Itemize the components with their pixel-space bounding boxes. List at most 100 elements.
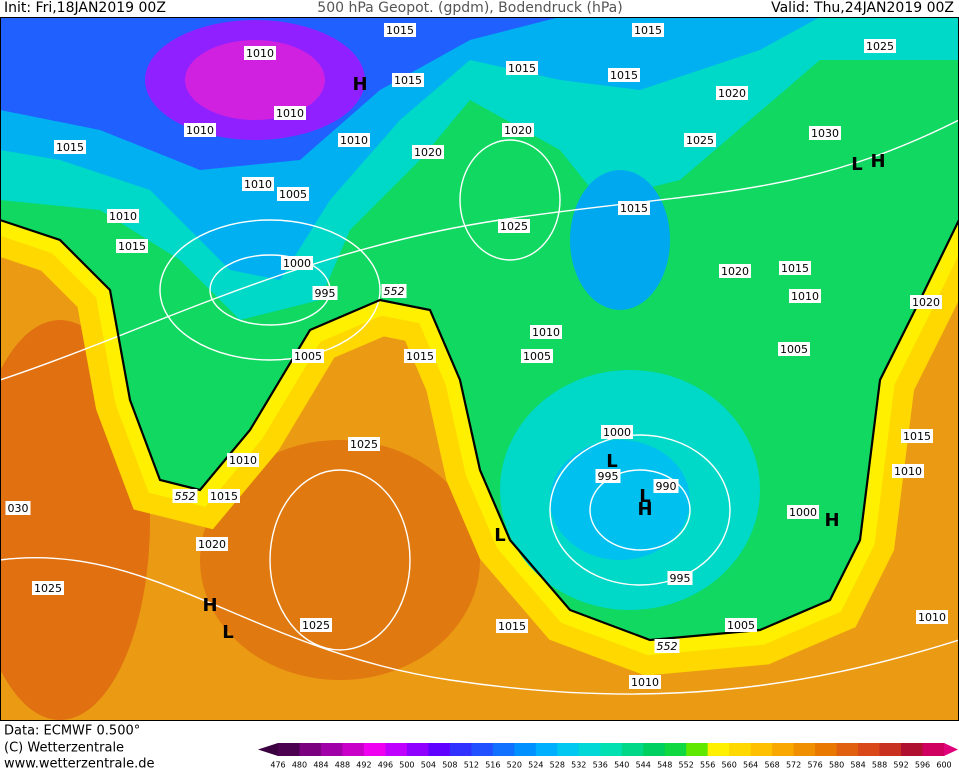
- isobar-label: 552: [657, 640, 678, 653]
- colorbar: 476 480 484 488 492 496 500 504 508 512 516 520 524 5…: [258, 743, 958, 770]
- labels: 1015 1015 1025 1010 1015 1015 1015 H 1020 1010 101…: [5, 23, 948, 689]
- label-box: [244, 46, 276, 60]
- colorbar-swatch: [772, 743, 795, 756]
- pressure-center: H: [824, 510, 839, 531]
- label-box: [348, 437, 380, 451]
- isobar-label: 1015: [386, 24, 414, 37]
- label-box: [312, 286, 338, 300]
- init-time: Init: Fri,18JAN2019 00Z: [4, 0, 166, 16]
- isobar-label: 1020: [414, 146, 442, 159]
- isobar-label: 995: [315, 287, 336, 300]
- pressure-center: L: [606, 451, 617, 472]
- isobar-label: 1015: [610, 69, 638, 82]
- map-field: [0, 17, 959, 720]
- isobar-label: 1025: [866, 40, 894, 53]
- colorbar-swatch: [428, 743, 451, 756]
- colorbar-tick-label: 588: [872, 761, 887, 770]
- isobar-label: 1020: [912, 296, 940, 309]
- label-box: [404, 349, 436, 363]
- label-box: [412, 145, 444, 159]
- isobar-label: 030: [8, 502, 29, 515]
- label-box: [716, 86, 748, 100]
- colorbar-tick-label: 512: [464, 761, 479, 770]
- label-box: [107, 209, 139, 223]
- label-box: [653, 479, 679, 493]
- label-box: [54, 140, 86, 154]
- colorbar-tick-label: 540: [614, 761, 629, 770]
- label-box: [242, 177, 274, 191]
- label-box: [779, 261, 811, 275]
- colorbar-swatch: [471, 743, 494, 756]
- label-box: [719, 264, 751, 278]
- label-box: [381, 284, 407, 298]
- colorbar-swatch: [299, 743, 322, 756]
- label-box: [629, 675, 661, 689]
- label-box: [916, 610, 948, 624]
- label-box: [684, 133, 716, 147]
- isobar-label: 1025: [686, 134, 714, 147]
- isobar-label: 1015: [781, 262, 809, 275]
- colorbar-swatch: [342, 743, 365, 756]
- label-box: [277, 187, 309, 201]
- isobar-label: 990: [656, 480, 677, 493]
- label-box: [116, 239, 148, 253]
- colorbar-swatch: [793, 743, 816, 756]
- isobar-label: 1010: [631, 676, 659, 689]
- pressure-center: H: [352, 74, 367, 95]
- colorbar-swatch: [557, 743, 580, 756]
- colorbar-tick-label: 548: [657, 761, 672, 770]
- isobar-label: 1015: [508, 62, 536, 75]
- label-box: [32, 581, 64, 595]
- label-box: [601, 425, 633, 439]
- isobar-label: 995: [598, 470, 619, 483]
- isobar-label: 1025: [500, 220, 528, 233]
- colorbar-swatch: [578, 743, 601, 756]
- isobar-label: 1020: [504, 124, 532, 137]
- isobar-label: 1010: [246, 47, 274, 60]
- isobar-label: 1015: [406, 350, 434, 363]
- colorbar-tick-label: 476: [270, 761, 285, 770]
- colorbar-tick-label: 496: [378, 761, 393, 770]
- isobar-label: 1025: [350, 438, 378, 451]
- label-box: [502, 123, 534, 137]
- isobar-label: 1010: [918, 611, 946, 624]
- colorbar-tick-label: 520: [507, 761, 522, 770]
- colorbar-tick-label: 504: [421, 761, 436, 770]
- label-box: [725, 618, 757, 632]
- colorbar-tick-label: 572: [786, 761, 801, 770]
- colorbar-tick-label: 544: [636, 761, 651, 770]
- isobar-label: 1015: [634, 24, 662, 37]
- colorbar-end: [258, 743, 278, 756]
- label-box: [292, 349, 324, 363]
- isobar-label: 1015: [210, 490, 238, 503]
- isobar-label: 995: [670, 572, 691, 585]
- label-box: [300, 618, 332, 632]
- label-box: [910, 295, 942, 309]
- colorbar-swatch: [320, 743, 343, 756]
- isobar-label: 1015: [394, 74, 422, 87]
- label-box: [864, 39, 896, 53]
- colorbar-swatch: [707, 743, 730, 756]
- pressure-center: L: [639, 486, 650, 507]
- isobar-label: 552: [175, 490, 196, 503]
- isobar-label: 1025: [34, 582, 62, 595]
- colorbar-tick-label: 592: [893, 761, 908, 770]
- colorbar-tick-label: 556: [700, 761, 715, 770]
- isobar-label: 1005: [780, 343, 808, 356]
- colorbar-tick-label: 576: [807, 761, 822, 770]
- colorbar-tick-label: 508: [442, 761, 457, 770]
- label-box: [787, 505, 819, 519]
- colorbar-tick-label: 500: [399, 761, 414, 770]
- label-box: [227, 453, 259, 467]
- isobar-label: 1010: [186, 124, 214, 137]
- isobar-label: 1010: [109, 210, 137, 223]
- label-box: [384, 23, 416, 37]
- colorbar-tick-label: 584: [850, 761, 865, 770]
- isobar-label: 1005: [727, 619, 755, 632]
- label-box: [506, 61, 538, 75]
- colorbar-swatch: [492, 743, 515, 756]
- colorbar-tick-label: 568: [764, 761, 779, 770]
- colorbar-swatch: [815, 743, 838, 756]
- map-title: 500 hPa Geopot. (gpdm), Bodendruck (hPa): [317, 0, 622, 16]
